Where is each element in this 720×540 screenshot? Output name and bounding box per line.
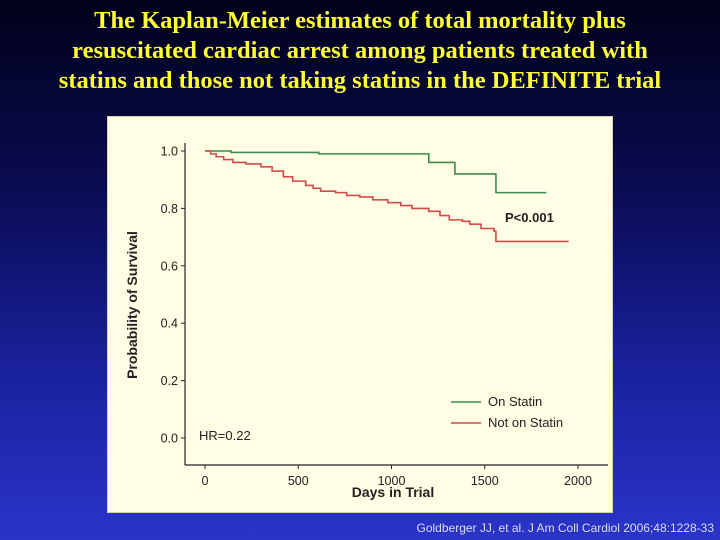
x-tick-label: 1000 [378, 474, 406, 488]
series-lines [205, 150, 569, 243]
hazard-ratio-annotation: HR=0.22 [199, 428, 251, 443]
y-tick-label: 0.8 [161, 202, 178, 216]
x-tick-label: 2000 [564, 474, 592, 488]
legend: On Statin Not on Statin [451, 394, 563, 430]
slide-title: The Kaplan-Meier estimates of total mort… [0, 6, 720, 96]
x-tick-label: 500 [288, 474, 309, 488]
series-line-on-statin [205, 150, 547, 194]
p-value-annotation: P<0.001 [505, 210, 554, 225]
axes: 0.0 0.2 0.4 0.6 0.8 1.0 0 500 1000 1500 2000 [161, 143, 608, 488]
x-tick-label: 0 [202, 474, 209, 488]
x-axis-label: Days in Trial [352, 484, 434, 500]
y-tick-label: 1.0 [161, 145, 178, 159]
y-tick-label: 0.4 [161, 317, 178, 331]
citation: Goldberger JJ, et al. J Am Coll Cardiol … [416, 521, 715, 535]
title-line: resuscitated cardiac arrest among patien… [72, 37, 648, 64]
legend-label-not-on-statin: Not on Statin [488, 415, 563, 430]
y-tick-label: 0.0 [161, 432, 178, 446]
survival-chart: 0.0 0.2 0.4 0.6 0.8 1.0 0 500 1000 1500 2000 Proba… [124, 143, 608, 500]
y-tick-label: 0.2 [161, 374, 178, 388]
y-tick-label: 0.6 [161, 259, 178, 273]
title-line: statins and those not taking statins in … [58, 67, 662, 94]
y-axis-label: Probability of Survival [124, 231, 140, 379]
x-tick-label: 1500 [471, 474, 499, 488]
series-line-not-on-statin [205, 150, 569, 243]
chart-panel: 0.0 0.2 0.4 0.6 0.8 1.0 0 500 1000 1500 2000 Proba… [107, 116, 613, 513]
legend-label-on-statin: On Statin [488, 394, 542, 409]
title-line: The Kaplan-Meier estimates of total mort… [94, 7, 626, 34]
